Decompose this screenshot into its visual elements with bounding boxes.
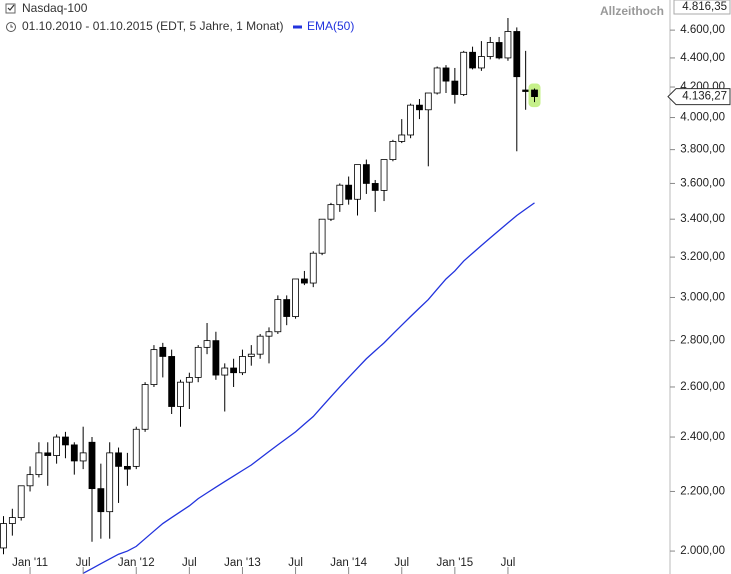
x-tick-label: Jan '11 — [12, 557, 48, 569]
candle-body — [469, 51, 476, 69]
y-tick-label: 2.400,00 — [680, 431, 725, 443]
x-tick-label: Jan '13 — [224, 557, 261, 569]
y-tick-label: 4.000,00 — [680, 112, 725, 124]
candle-body — [300, 278, 308, 284]
candle-body — [433, 67, 441, 94]
candle-body — [70, 444, 78, 462]
candle-body — [221, 367, 229, 376]
candle-body — [185, 377, 193, 383]
ema-line — [82, 202, 535, 574]
candle-body — [256, 335, 264, 355]
y-tick-label: 3.600,00 — [680, 177, 725, 189]
candle-body — [124, 465, 131, 470]
last-price-label: 4.136,27 — [682, 91, 727, 103]
legend-label[interactable]: EMA(50) — [307, 19, 354, 33]
candle-body — [292, 278, 299, 317]
candle-body — [424, 92, 432, 111]
candle-body — [451, 80, 459, 95]
candle-body — [416, 104, 423, 111]
candle-body — [230, 367, 238, 374]
candle-body — [274, 299, 282, 333]
candle-body — [62, 436, 69, 446]
y-tick-label: 3.400,00 — [680, 213, 725, 225]
candle-body — [327, 204, 335, 220]
x-tick-label: Jan '15 — [436, 557, 473, 569]
candle-body — [159, 346, 167, 357]
candle-body — [477, 56, 485, 69]
y-tick-label: 4.600,00 — [680, 24, 725, 36]
candle-body — [8, 517, 16, 524]
x-tick-label: Jul — [288, 557, 303, 569]
candle-body — [495, 42, 503, 59]
candle-body — [336, 184, 344, 206]
candle-body — [513, 31, 521, 78]
ath-label: 4.816,35 — [682, 1, 727, 13]
candle-body — [371, 183, 379, 191]
candle-body — [177, 381, 184, 407]
candle-body — [442, 67, 450, 82]
candle-body — [486, 42, 494, 57]
candle-body — [380, 159, 388, 191]
x-tick-label: Jul — [182, 557, 197, 569]
y-tick-label: 2.600,00 — [680, 381, 725, 393]
plot-area — [0, 18, 541, 574]
y-tick-label: 3.200,00 — [680, 251, 725, 263]
ath-caption: Allzeithoch — [600, 4, 664, 18]
candle-body — [17, 485, 25, 518]
candle-body — [79, 452, 87, 462]
y-tick-label: 2.200,00 — [680, 485, 725, 497]
candle-body — [203, 340, 211, 348]
candle-body — [407, 104, 415, 136]
candle-body — [354, 164, 361, 200]
candle-body — [150, 349, 158, 385]
chart-subtitle: 01.10.2010 - 01.10.2015 (EDT, 5 Jahre, 1… — [22, 19, 284, 33]
check-mark — [7, 4, 15, 11]
candle-body — [168, 356, 176, 407]
candle-body — [115, 452, 122, 467]
candle-body — [141, 384, 149, 430]
last-price-box — [667, 88, 731, 106]
candle-body — [309, 252, 317, 284]
candle-body — [345, 184, 353, 200]
ath-box — [673, 0, 731, 15]
candle-body — [194, 346, 202, 378]
candle-body — [26, 474, 34, 487]
x-tick-label: Jul — [76, 557, 91, 569]
y-tick-label: 3.800,00 — [680, 144, 725, 156]
x-tick-label: Jan '12 — [118, 557, 155, 569]
candle-body — [106, 452, 114, 513]
candle-body — [318, 218, 326, 254]
candle-body — [239, 356, 246, 374]
y-tick-label: 2.800,00 — [680, 335, 725, 347]
candle-body — [460, 51, 468, 95]
candle-body — [531, 89, 538, 97]
candle-body — [53, 436, 60, 456]
chart-title: Nasdaq-100 — [22, 1, 88, 15]
candle-body — [0, 523, 7, 549]
candle-body — [247, 353, 255, 357]
candle-body — [132, 428, 140, 467]
candle-body — [44, 452, 52, 456]
candle-body — [362, 164, 370, 184]
candle-body — [522, 89, 530, 92]
candle-body — [35, 452, 43, 476]
y-tick-label: 2.000,00 — [680, 545, 725, 557]
candle-body — [283, 299, 291, 317]
candle-body — [212, 340, 220, 376]
x-tick-label: Jan '14 — [330, 557, 367, 569]
header: Nasdaq-100 01.10.2010 - 01.10.2015 (EDT,… — [5, 1, 354, 33]
y-tick-label: 3.000,00 — [680, 292, 725, 304]
x-tick-label: Jul — [394, 557, 409, 569]
clock-hands — [10, 24, 13, 28]
candle-body — [97, 488, 105, 513]
y-tick-label: 4.400,00 — [680, 52, 725, 64]
x-tick-label: Jul — [501, 557, 516, 569]
candle-body — [398, 134, 406, 142]
candle-body — [265, 331, 273, 337]
candle-body — [88, 441, 96, 490]
candle-body — [389, 141, 397, 160]
candle-body — [504, 31, 512, 59]
